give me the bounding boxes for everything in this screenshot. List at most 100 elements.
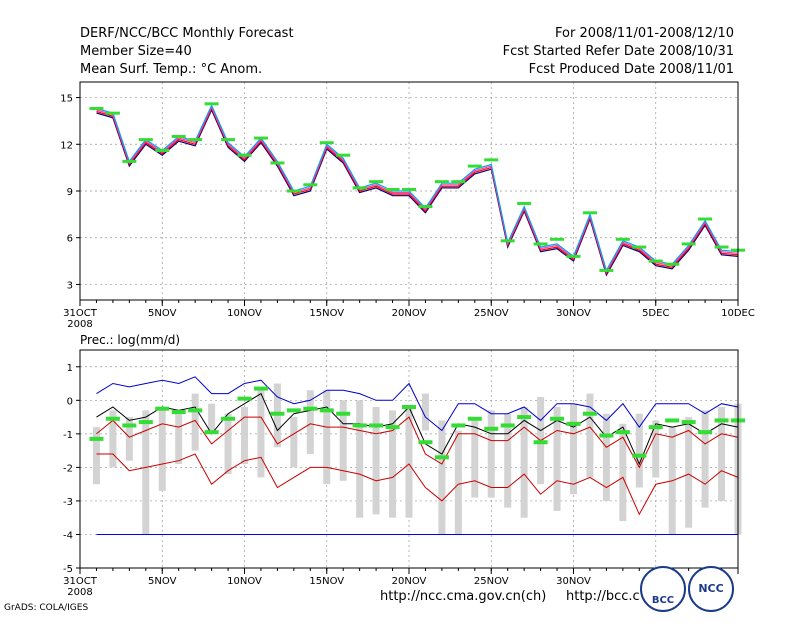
temp-observed-marker [270, 161, 285, 165]
temp-observed-marker [500, 239, 515, 243]
temp-observed-marker [582, 211, 597, 215]
prec-ytick-label: 1 [67, 363, 73, 374]
prec-box [257, 390, 265, 478]
temp-observed-marker [122, 159, 137, 163]
prec-box [438, 420, 446, 535]
temp-ytick-label: 15 [60, 94, 73, 105]
temp-observed-marker [369, 180, 384, 184]
prec-observed-marker [500, 423, 515, 428]
temp-frame [79, 81, 739, 301]
temp-observed-marker [615, 237, 630, 241]
prec-mean-line [96, 392, 739, 466]
prec-box [290, 417, 298, 468]
prec-xtick-label: 30NOV [556, 576, 591, 587]
prec-box [586, 393, 594, 478]
prec-ytick-label: -4 [63, 530, 73, 541]
prec-observed-marker [550, 416, 565, 421]
temp-observed-marker [434, 180, 449, 184]
temp-ytick-label: 12 [60, 140, 73, 151]
prec-box [224, 413, 232, 475]
prec-box [454, 430, 462, 535]
prec-xtick-label: 10NOV [227, 576, 262, 587]
temp-series-line [96, 107, 739, 276]
prec-xtick-label: 25NOV [474, 576, 509, 587]
grads-credit: GrADS: COLA/IGES [4, 603, 89, 613]
temp-observed-marker [221, 138, 236, 142]
prec-box [323, 390, 331, 485]
temp-observed-marker [566, 254, 581, 258]
temp-observed-marker [89, 106, 104, 110]
temp-observed-marker [599, 268, 614, 272]
prec-observed-marker [204, 430, 219, 435]
temp-observed-marker [402, 187, 416, 191]
prec-observed-marker [402, 405, 416, 410]
prec-observed-marker [319, 408, 334, 413]
prec-box [175, 410, 183, 465]
temp-xtick-year: 2008 [67, 319, 92, 330]
prec-box [421, 393, 429, 431]
prec-box [306, 390, 314, 454]
temp-observed-marker [171, 135, 186, 138]
temp-xtick-label: 10DEC [721, 308, 755, 319]
prec-observed-marker [434, 455, 449, 460]
bcc-logo: BCC [640, 566, 686, 612]
temp-observed-marker [698, 217, 713, 221]
prec-frame [79, 349, 739, 569]
prec-observed-marker [138, 420, 153, 425]
prec-ytick-label: -1 [63, 430, 73, 441]
temp-observed-marker [517, 201, 532, 205]
prec-box [142, 410, 150, 535]
prec-box [125, 417, 133, 461]
prec-max-line [96, 376, 739, 432]
temp-series-line [96, 105, 739, 274]
temp-series-line [96, 108, 739, 277]
prec-observed-marker [517, 415, 532, 420]
prec-ytick-label: -3 [63, 497, 73, 508]
temp-observed-marker [286, 189, 301, 193]
prec-observed-marker [237, 396, 252, 401]
temp-observed-marker [632, 245, 647, 249]
prec-observed-marker [615, 430, 630, 435]
footer-url-bcc[interactable]: http://bcc.c [566, 589, 640, 604]
temp-observed-marker [714, 245, 729, 249]
temp-xtick-label: 20NOV [392, 308, 427, 319]
temp-ytick-label: 3 [67, 280, 73, 291]
prec-observed-marker [188, 408, 203, 413]
prec-observed-marker [122, 423, 137, 428]
prec-observed-marker [171, 410, 186, 415]
temp-observed-marker [138, 138, 153, 142]
footer-url-ncc[interactable]: http://ncc.cma.gov.cn(ch) [380, 589, 547, 604]
temp-observed-marker [188, 138, 203, 142]
prec-upper-red-line [96, 416, 739, 469]
prec-box [635, 413, 643, 488]
temp-observed-marker [533, 242, 548, 246]
produced-date: Fcst Produced Date 2008/11/01 [528, 62, 734, 77]
temp-observed-marker [648, 259, 663, 263]
temp-xtick-label: 5DEC [642, 308, 669, 319]
prec-box [389, 410, 397, 518]
prec-observed-marker [155, 406, 170, 411]
temp-observed-marker [336, 153, 351, 157]
prec-observed-marker [599, 433, 614, 438]
prec-box [652, 420, 660, 478]
prec-xtick-label: 5NOV [148, 576, 177, 587]
variable-label: Mean Surf. Temp.: °C Anom. [80, 62, 263, 77]
temp-observed-marker [237, 153, 252, 157]
prec-observed-marker [418, 440, 433, 445]
temp-ytick-label: 6 [67, 234, 73, 245]
prec-box [602, 413, 610, 501]
temp-observed-marker [204, 102, 219, 106]
chart-title: DERF/NCC/BCC Monthly Forecast [80, 26, 294, 41]
member-size: Member Size=40 [80, 44, 192, 59]
prec-box [570, 403, 577, 495]
temp-observed-marker [385, 187, 400, 191]
temp-observed-marker [451, 180, 466, 184]
prec-observed-marker [221, 416, 236, 421]
prec-observed-marker [467, 416, 482, 421]
prec-box [356, 400, 364, 518]
prec-observed-marker [352, 423, 367, 428]
temp-observed-marker [665, 262, 680, 266]
prec-box [471, 420, 479, 498]
temp-xtick-label: 5NOV [148, 308, 177, 319]
